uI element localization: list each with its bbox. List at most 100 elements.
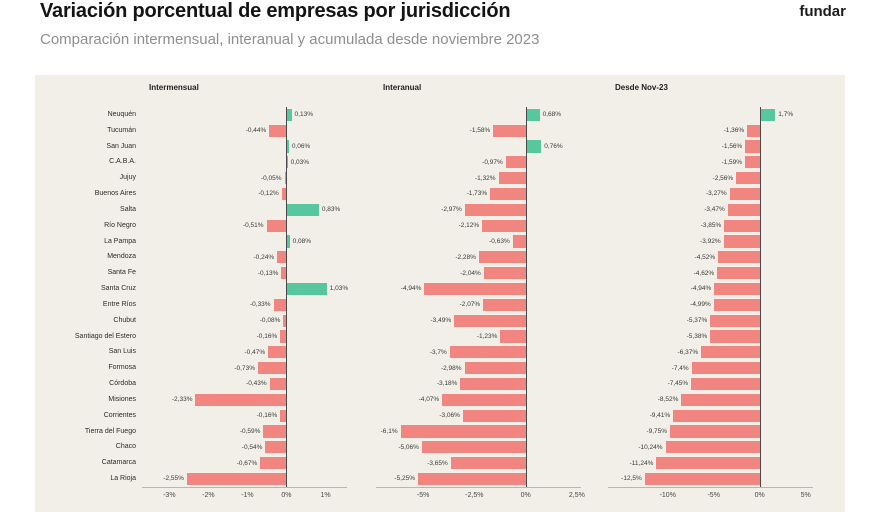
bar-row: -12,5%	[608, 471, 813, 487]
bar-value-label: -2,97%	[441, 206, 462, 214]
negative-bar	[644, 472, 760, 486]
category-label: Chaco	[115, 443, 136, 451]
bar-value-label: -7,45%	[667, 380, 689, 388]
bar-row: -0,97%	[376, 155, 581, 171]
bar-row: -5,25%	[376, 471, 581, 487]
bar-value-label: -1,36%	[723, 127, 745, 135]
page-title: Variación porcentual de empresas por jur…	[40, 0, 511, 22]
bar-value-label: -3,47%	[704, 206, 725, 214]
negative-bar	[283, 314, 287, 327]
bar-row: -4,94%	[376, 281, 581, 297]
zero-axis-line	[759, 107, 761, 487]
negative-bar	[729, 187, 760, 201]
x-tick-label: -5%	[416, 492, 430, 499]
x-tick-label: -2,5%	[465, 492, 484, 499]
positive-bar	[525, 140, 542, 153]
bar-value-label: -1,59%	[721, 158, 743, 166]
page-subtitle: Comparación intermensual, interanual y a…	[40, 31, 540, 48]
negative-bar	[281, 267, 287, 280]
bar-value-label: -2,56%	[712, 174, 734, 182]
category-labels: Neuquén Tucumán San Juan C.A.B.A. Jujuy Bueno…	[35, 107, 142, 487]
positive-bar	[525, 108, 540, 121]
negative-bar	[713, 298, 760, 311]
bar-row: -2,12%	[376, 218, 581, 234]
bar-row: -1,73%	[376, 186, 581, 202]
bar-row: -2,28%	[376, 250, 581, 266]
bar-row: -0,63%	[376, 234, 581, 250]
negative-bar	[482, 219, 526, 232]
category-label: Santa Cruz	[100, 285, 136, 293]
category-label: Salta	[120, 205, 136, 213]
negative-bar	[691, 362, 760, 375]
bar-row: -4,52%	[608, 250, 813, 266]
bar-row: -2,56%	[608, 170, 813, 186]
bar-value-label: -3,18%	[436, 380, 458, 388]
bar-row: -0,13%	[142, 265, 347, 281]
bar-value-label: -0,24%	[253, 253, 275, 261]
bar-value-label: -0,13%	[257, 269, 279, 277]
bar-row: -3,06%	[376, 408, 581, 424]
bar-value-label: 0,08%	[292, 237, 312, 245]
bar-row: -1,59%	[608, 155, 813, 171]
bar-row: 0,68%	[376, 107, 581, 123]
bar-value-label: -6,1%	[380, 427, 398, 435]
negative-bar	[665, 441, 760, 454]
negative-bar	[673, 409, 760, 422]
bar-value-label: -3,49%	[430, 317, 452, 325]
bar-value-label: -5,25%	[394, 475, 416, 483]
negative-bar	[714, 282, 760, 296]
category-label: Chubut	[113, 316, 136, 324]
negative-bar	[710, 314, 760, 327]
negative-bar	[273, 298, 287, 311]
negative-bar	[400, 425, 526, 438]
x-tick-label: -5%	[707, 492, 720, 499]
x-tick-label: 1%	[320, 492, 331, 499]
negative-bar	[500, 330, 526, 343]
zero-axis-line	[525, 107, 527, 487]
bar-row: -0,73%	[142, 360, 347, 376]
negative-bar	[421, 441, 526, 454]
category-label: Misiones	[108, 395, 136, 403]
negative-bar	[464, 362, 526, 375]
x-tick-label: -3%	[163, 492, 176, 499]
bar-row: -3,49%	[376, 313, 581, 329]
bar-value-label: -4,62%	[693, 269, 715, 277]
negative-bar	[710, 330, 760, 343]
bar-row: 1,03%	[142, 281, 348, 297]
bar-value-label: -10,24%	[638, 443, 663, 451]
bar-value-label: -2,04%	[460, 269, 481, 277]
negative-bar	[681, 393, 760, 406]
bar-row: -0,33%	[142, 297, 347, 313]
bar-value-label: -3,7%	[429, 348, 447, 356]
plot-desde-nov23: 1,7% -1,36% -1,56% -1,59% -2,56% -3,27% -3,47%…	[608, 107, 813, 488]
category-label: Río Negro	[104, 221, 136, 229]
x-tick-label: 5%	[800, 492, 811, 499]
bar-value-label: 0,03%	[290, 158, 310, 166]
positive-bar	[286, 235, 290, 248]
negative-bar	[723, 235, 760, 248]
panel-header-intermensual: Intermensual	[149, 83, 199, 92]
bar-row: -3,7%	[376, 345, 581, 361]
chart-area: Neuquén Tucumán San Juan C.A.B.A. Jujuy Bueno…	[35, 75, 845, 512]
bar-value-label: -2,98%	[440, 364, 462, 372]
bar-value-label: 0,06%	[291, 142, 311, 150]
bar-value-label: 0,13%	[294, 111, 313, 119]
bar-row: -9,75%	[608, 424, 813, 440]
bar-row: -5,38%	[608, 329, 813, 345]
x-tick-label: -2%	[202, 492, 215, 499]
bar-row: -0,47%	[142, 345, 347, 361]
x-tick-label: -1%	[241, 492, 254, 499]
bar-value-label: 0,68%	[542, 111, 562, 119]
positive-bar	[286, 203, 319, 216]
bar-value-label: -0,16%	[256, 332, 278, 340]
bar-row: -8,52%	[608, 392, 813, 408]
bar-value-label: -0,44%	[245, 127, 267, 135]
bar-row: -0,59%	[142, 424, 347, 440]
bar-value-label: 1,7%	[778, 111, 794, 119]
positive-bar	[286, 282, 327, 296]
negative-bar	[442, 393, 526, 406]
bar-value-label: -9,41%	[649, 412, 671, 420]
negative-bar	[717, 267, 760, 280]
category-label: Formosa	[108, 364, 136, 372]
